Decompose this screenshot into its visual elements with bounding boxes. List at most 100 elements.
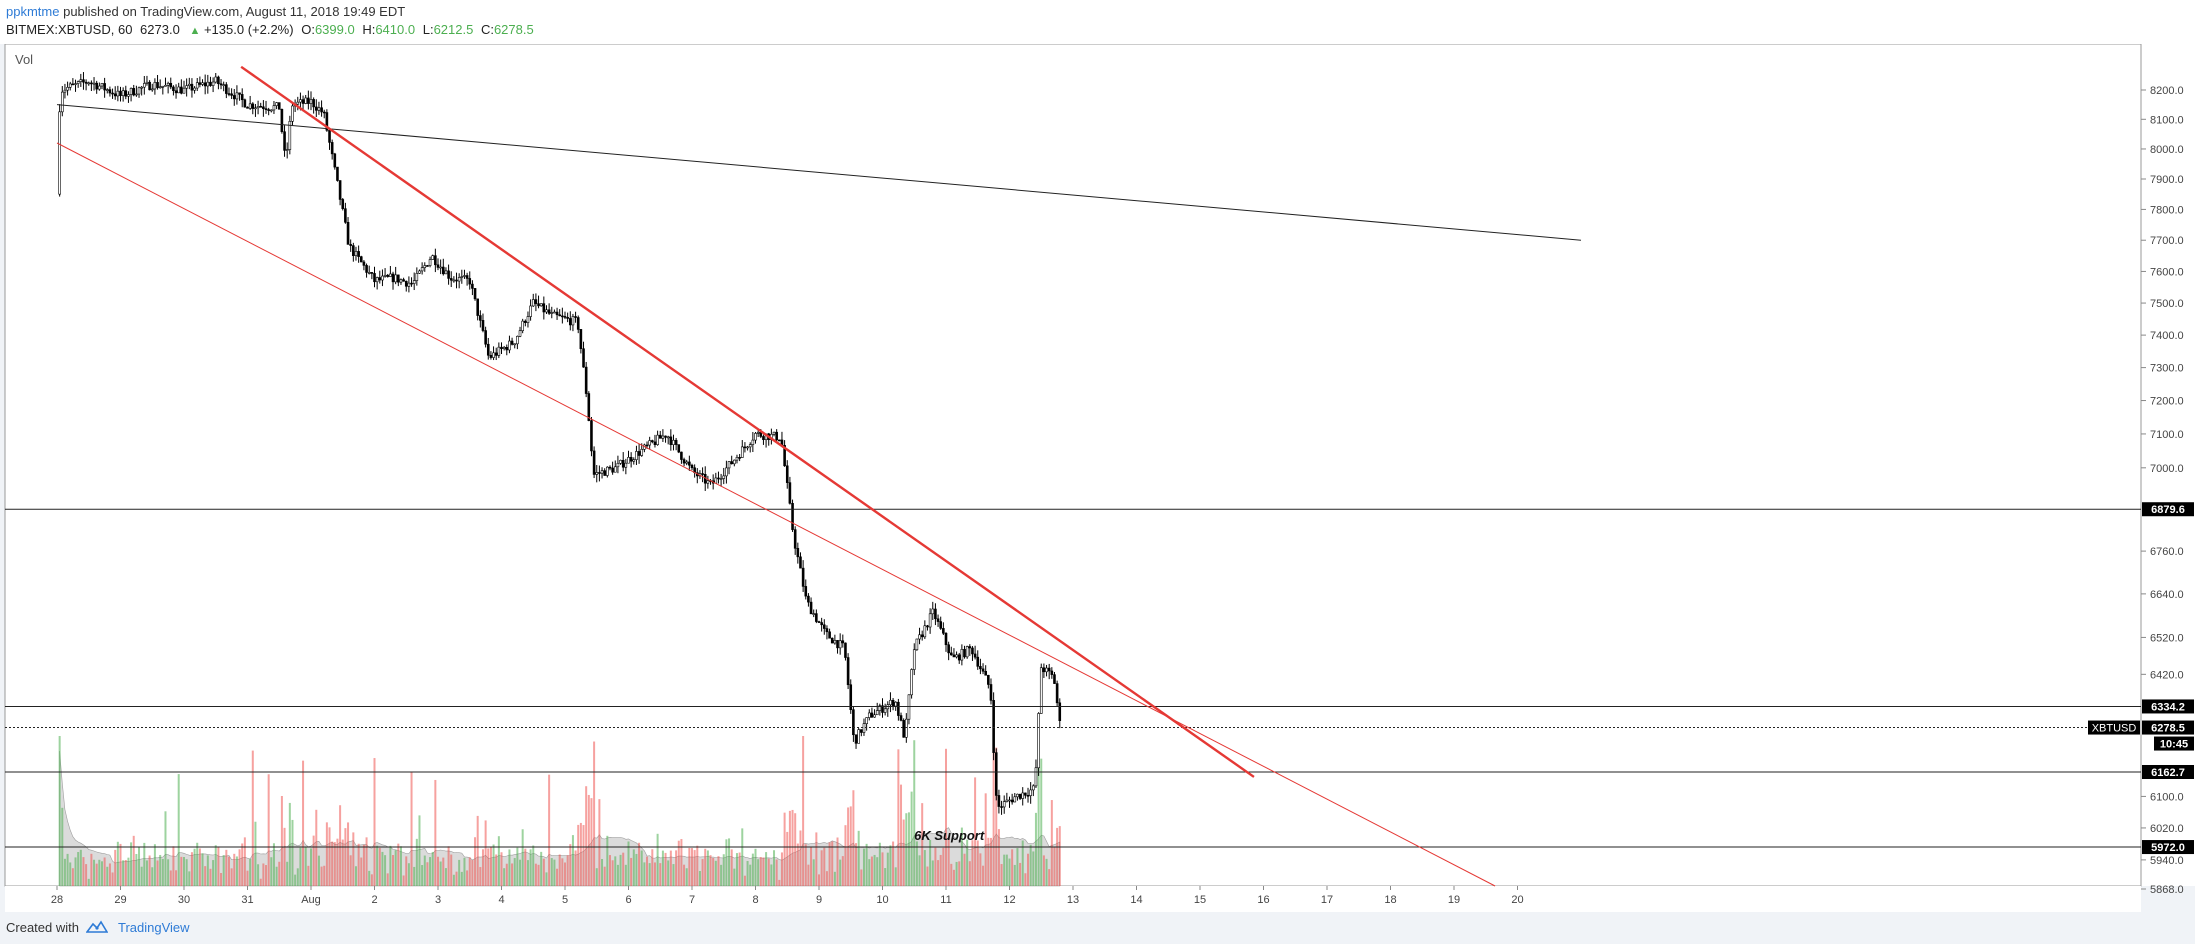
candle-body	[185, 85, 188, 89]
volume-bar	[479, 867, 482, 886]
candle-body	[637, 451, 641, 456]
volume-bar	[569, 844, 572, 886]
candle-body	[402, 279, 405, 282]
candle-body	[862, 723, 866, 733]
volume-bar	[209, 868, 212, 886]
arrow-up-icon: ▲	[189, 25, 201, 37]
candle-body	[727, 461, 731, 469]
volume-bar	[812, 859, 815, 886]
x-tick-label-0: 28	[51, 894, 63, 906]
candle-body	[778, 439, 781, 442]
candle-body	[812, 613, 816, 615]
volume-bar	[780, 852, 783, 886]
volume-bar	[426, 862, 429, 886]
trendline-0[interactable]	[56, 104, 1582, 241]
volume-bar	[1008, 858, 1011, 886]
volume-bar	[653, 862, 656, 886]
candle-body	[746, 446, 749, 449]
candle-body	[100, 83, 104, 87]
volume-bar	[709, 855, 712, 886]
candle-body	[63, 89, 67, 93]
volume-bar	[865, 843, 868, 886]
created-with-text: Created with	[6, 920, 79, 935]
x-tick-label-8: 5	[562, 894, 568, 906]
close-label: C:	[480, 22, 494, 37]
volume-bar	[267, 774, 270, 886]
price-chart[interactable]: Vol 8400.08200.08100.08000.07900.07800.0…	[0, 44, 2195, 912]
candle-body	[111, 92, 114, 95]
candle-body	[225, 84, 228, 94]
volume-bar	[1040, 758, 1043, 886]
volume-bar	[183, 857, 185, 886]
publish-text: published on TradingView.com, August 11,…	[63, 4, 406, 19]
volume-bar	[190, 852, 193, 886]
candle-body	[815, 613, 818, 622]
volume-bar	[712, 857, 715, 886]
volume-bar	[143, 842, 146, 886]
candle-body	[174, 90, 178, 94]
candle-body	[140, 86, 143, 89]
author-link[interactable]: ppkmtme	[6, 4, 60, 19]
volume-bar	[421, 865, 424, 886]
candle-body	[494, 352, 498, 356]
candle-body	[1039, 667, 1043, 714]
volume-bar	[145, 860, 148, 886]
candle-body	[1000, 806, 1003, 808]
candle-body	[915, 638, 919, 651]
volume-bar	[802, 736, 805, 886]
volume-bar	[399, 846, 402, 886]
candle-body	[116, 90, 120, 97]
candle-body	[187, 83, 191, 86]
volume-bar	[1021, 840, 1024, 886]
candle-body	[508, 340, 511, 351]
candle-body	[635, 451, 638, 460]
high-label: H:	[362, 22, 376, 37]
volume-bar	[286, 861, 289, 886]
level-price-tag-0	[2142, 502, 2194, 517]
volume-bar	[733, 868, 736, 886]
candle-body	[256, 106, 260, 109]
volume-bar	[918, 855, 921, 886]
volume-bar	[288, 802, 291, 886]
volume-bar	[497, 836, 500, 886]
x-tick-label-2: 30	[178, 894, 190, 906]
candle-body	[74, 83, 77, 85]
symbol-tag-label: XBTUSD	[2092, 723, 2137, 735]
volume-bar	[265, 865, 268, 886]
volume-bar	[564, 862, 566, 886]
candle-body	[254, 107, 257, 110]
candle-body	[418, 270, 421, 274]
volume-bar	[550, 858, 553, 886]
candle-body	[785, 465, 789, 483]
volume-bar	[159, 854, 162, 886]
candle-body	[375, 277, 379, 283]
candle-body	[262, 106, 265, 109]
candle-body	[841, 640, 845, 644]
candle-body	[714, 477, 718, 484]
candle-body	[754, 433, 757, 441]
candle-body	[113, 93, 117, 97]
volume-bar	[622, 852, 625, 886]
candle-body	[420, 267, 424, 272]
volume-bar	[984, 793, 987, 886]
volume-bar	[283, 827, 286, 886]
volume-bar	[614, 856, 617, 886]
candle-body	[611, 467, 614, 473]
volume-bar	[471, 860, 474, 886]
candle-body	[452, 279, 456, 282]
candle-body	[672, 439, 675, 445]
trendline-2[interactable]	[56, 142, 1496, 887]
candle-body	[486, 343, 490, 356]
candle-body	[852, 709, 855, 736]
time-axis[interactable]	[5, 886, 2141, 912]
volume-bar	[571, 835, 574, 886]
candle-body	[209, 81, 212, 86]
candle-body	[830, 637, 834, 644]
tradingview-brand[interactable]: TradingView	[118, 920, 190, 935]
candle-body	[934, 608, 937, 620]
trendline-1[interactable]	[240, 65, 1255, 778]
volume-bar	[704, 848, 707, 886]
volume-bar	[357, 843, 360, 886]
volume-bar	[249, 858, 252, 886]
volume-bar	[1000, 864, 1003, 886]
